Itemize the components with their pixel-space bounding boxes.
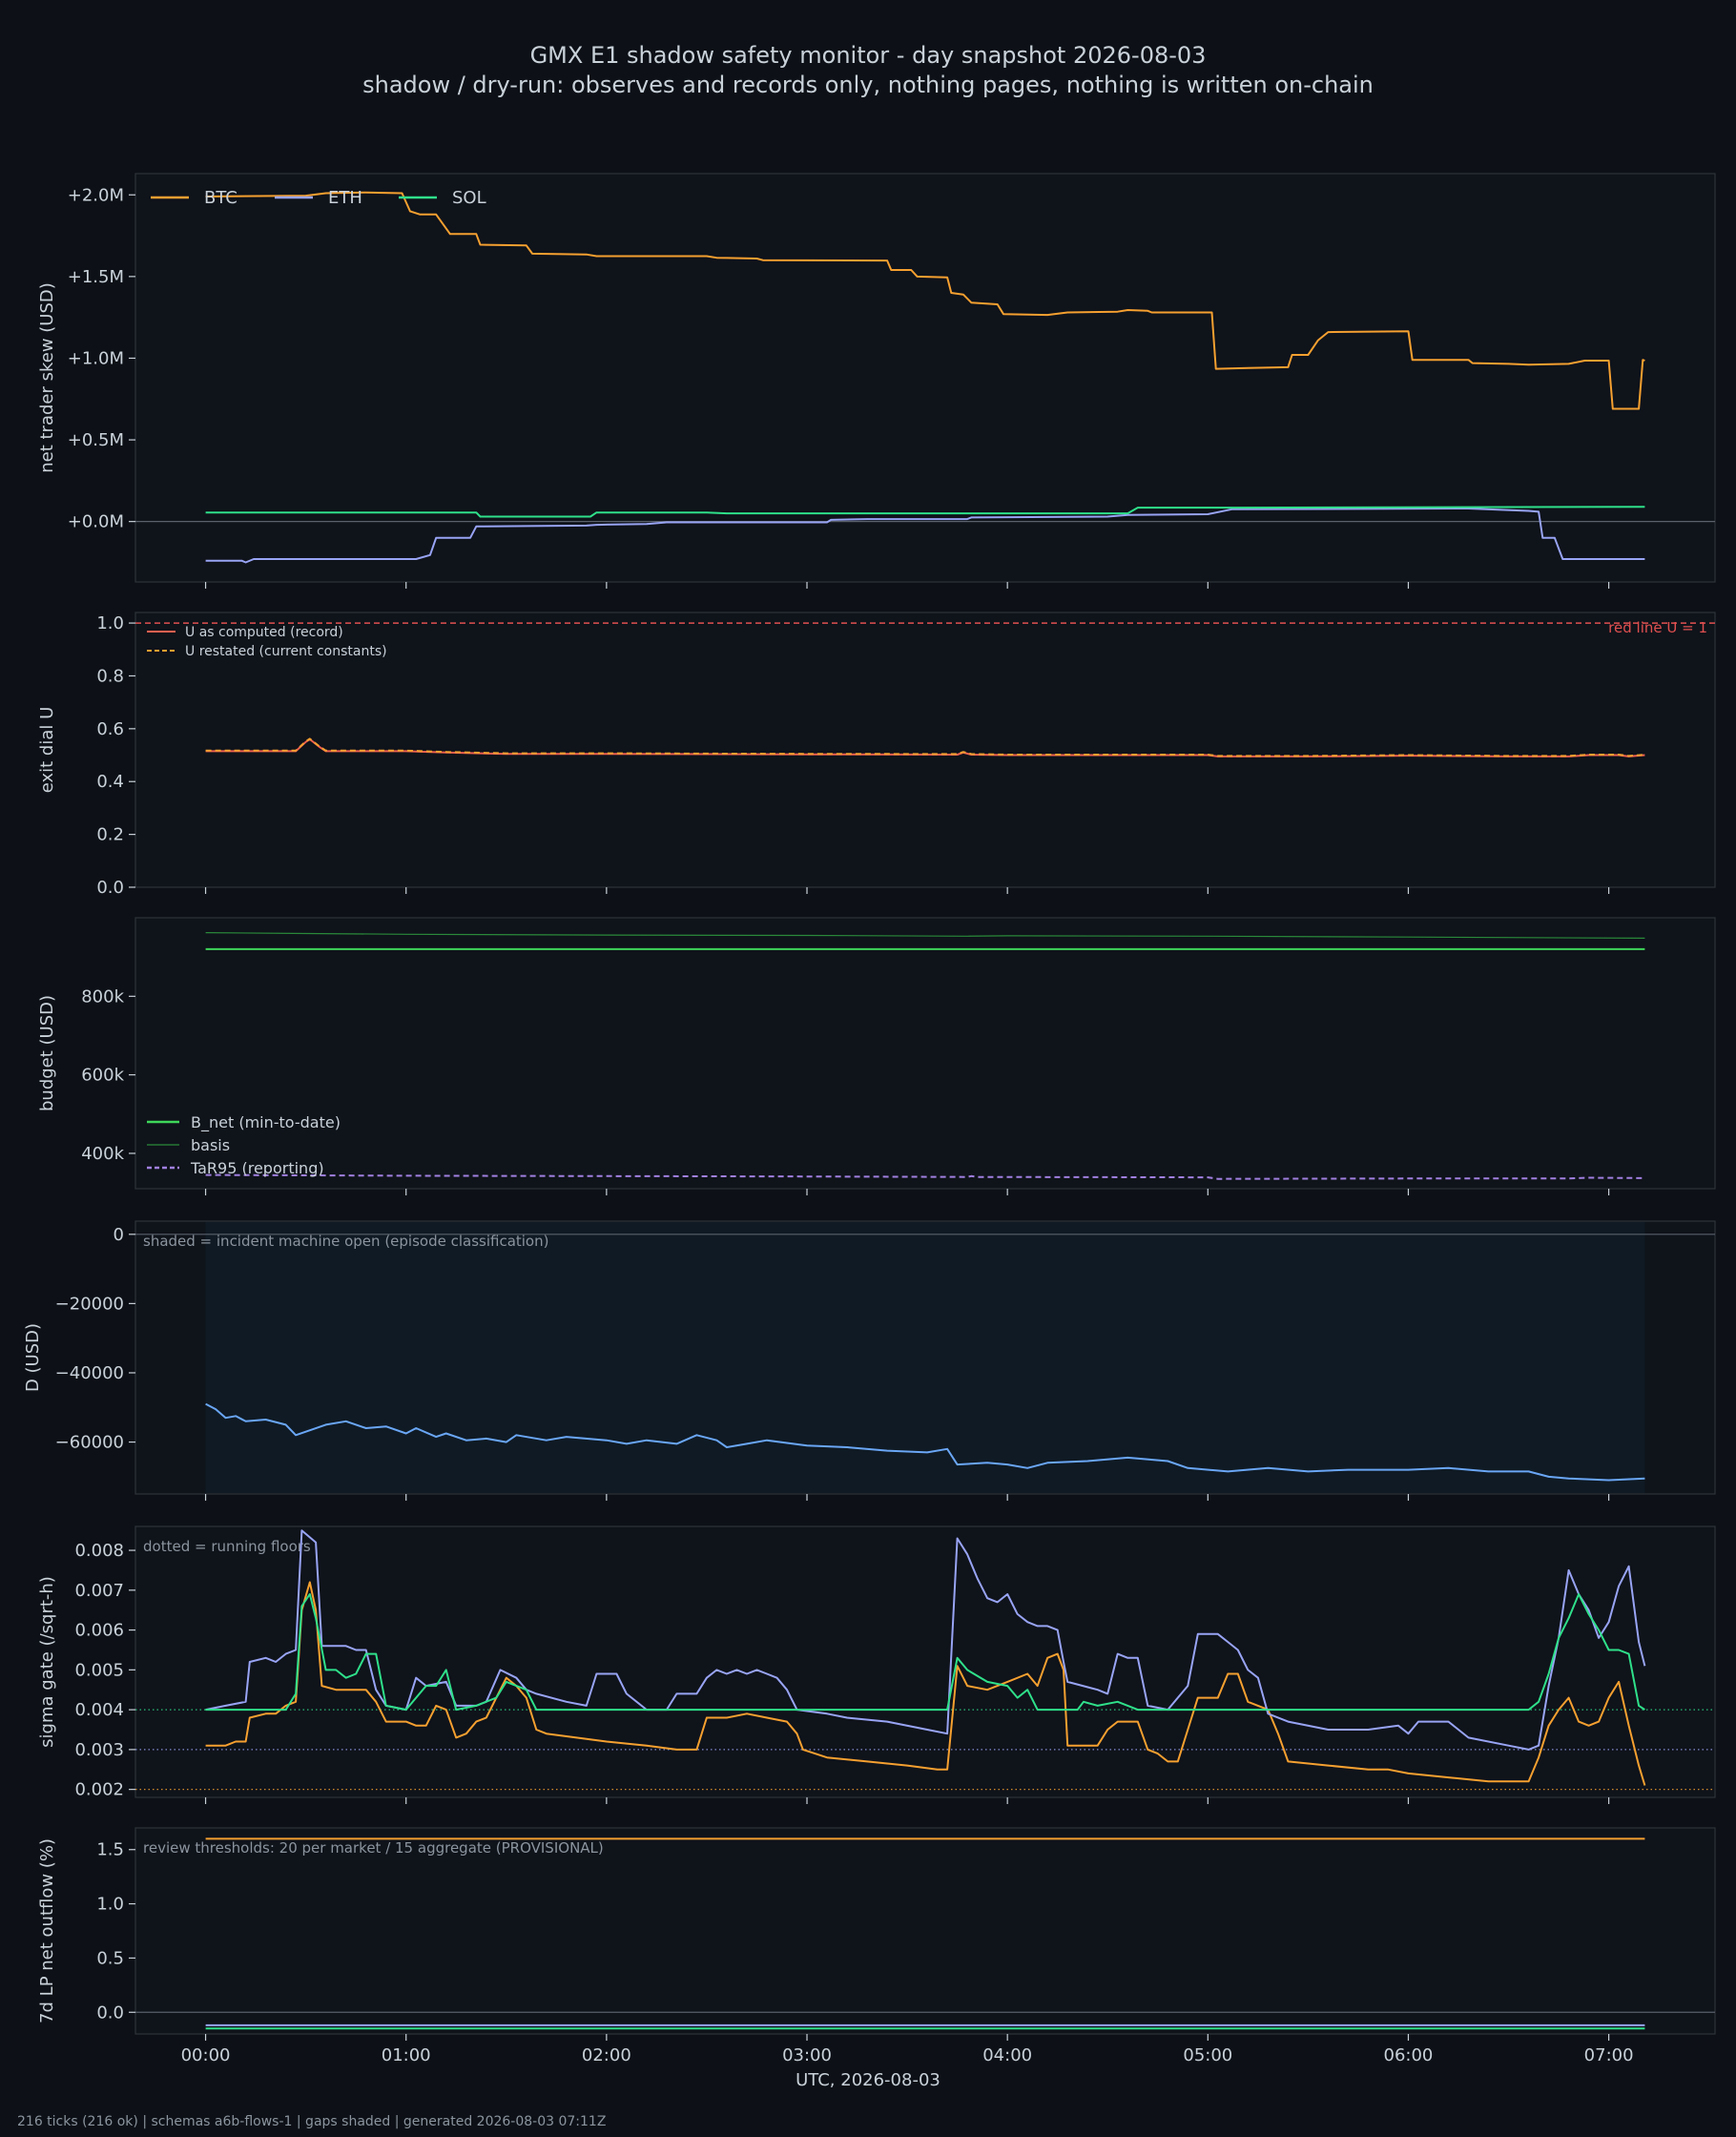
y-tick-label: 1.0: [96, 1895, 124, 1915]
y-tick-label: 600k: [81, 1066, 124, 1086]
x-tick-label: 01:00: [382, 2045, 431, 2065]
y-tick-label: 400k: [81, 1144, 124, 1164]
x-tick-label: 02:00: [582, 2045, 631, 2065]
panel-annotation: shaded = incident machine open (episode …: [143, 1233, 548, 1250]
x-tick-label: 00:00: [181, 2045, 231, 2065]
series-line-drawdown-0: [205, 1402, 1645, 1482]
y-tick-label: 0.003: [74, 1740, 124, 1760]
y-tick-label: +0.5M: [68, 430, 124, 450]
y-tick-label: 0.4: [96, 772, 124, 792]
y-axis-label: budget (USD): [37, 995, 57, 1111]
y-tick-label: 0.2: [96, 825, 124, 845]
legend-label: BTC: [204, 188, 238, 208]
y-tick-label: 0.004: [74, 1700, 124, 1720]
plot-area: [134, 173, 1716, 583]
legend-label: U restated (current constants): [185, 644, 387, 659]
chart-title: GMX E1 shadow safety monitor - day snaps…: [530, 42, 1207, 69]
y-tick-label: 0.8: [96, 666, 124, 686]
y-tick-label: 1.5: [96, 1840, 124, 1860]
plot-area: [134, 917, 1716, 1190]
series-line-sigma-1: [205, 1529, 1646, 1751]
panel-annotation: dotted = running floors: [143, 1538, 311, 1555]
series-line-skew-1: [205, 508, 1645, 564]
panel-exit: red line U = 1 0.0 0.2 0.4 0.6 0.8 1.0 exit dia…: [37, 612, 1716, 898]
plot-area: [134, 1525, 1716, 1798]
legend-label: SOL: [452, 188, 486, 208]
y-tick-label: 800k: [81, 986, 124, 1006]
panel-outflow: 0.0 0.5 1.0 1.5 00:00 01:00 02:00 03:00 04:00 05:…: [37, 1827, 1716, 2090]
y-tick-label: 0.007: [74, 1581, 124, 1601]
x-tick-label: 05:00: [1183, 2045, 1232, 2065]
x-tick-label: 07:00: [1584, 2045, 1634, 2065]
y-axis-label: sigma gate (/sqrt-h): [37, 1576, 57, 1748]
y-tick-label: +1.0M: [68, 348, 124, 368]
y-tick-label: +0.0M: [68, 512, 124, 532]
series-line-sigma-0: [205, 1581, 1646, 1786]
footer-status: 216 ticks (216 ok) | schemas a6b-flows-1…: [17, 2114, 606, 2129]
y-axis-label: D (USD): [23, 1323, 43, 1392]
y-axis-label: 7d LP net outflow (%): [37, 1838, 57, 2023]
y-tick-label: 0.0: [96, 2002, 124, 2023]
panel-annotation: review thresholds: 20 per market / 15 ag…: [143, 1839, 604, 1857]
series-line-skew-2: [205, 506, 1645, 518]
panel-drawdown: −60000 −40000 −20000 0 D (USD) shaded = incid…: [23, 1220, 1716, 1501]
y-tick-label: 0.002: [74, 1780, 124, 1800]
incident-shade: [205, 1222, 1645, 1493]
y-tick-label: 0: [114, 1225, 124, 1245]
panel-skew: +0.0M +0.5M +1.0M +1.5M +2.0M net trader skew…: [37, 173, 1716, 589]
y-tick-label: 0.005: [74, 1660, 124, 1680]
y-tick-label: 0.0: [96, 878, 124, 898]
y-tick-label: 0.008: [74, 1541, 124, 1561]
y-axis-label: exit dial U: [37, 707, 57, 794]
legend-label: U as computed (record): [185, 625, 343, 640]
y-axis-label: net trader skew (USD): [37, 282, 57, 473]
y-tick-label: 0.006: [74, 1621, 124, 1641]
x-tick-label: 06:00: [1384, 2045, 1434, 2065]
panel-budget: 400k 600k 800k budget (USD) B_net (min-to-da…: [37, 917, 1716, 1195]
y-tick-label: +2.0M: [68, 185, 124, 205]
series-line-exit-1: [205, 737, 1645, 757]
series-line-sigma-2: [205, 1593, 1645, 1712]
y-tick-label: −60000: [55, 1433, 124, 1453]
x-tick-label: 03:00: [782, 2045, 832, 2065]
plot-area: [134, 1827, 1716, 2035]
legend-label: basis: [191, 1136, 230, 1154]
legend-label: ETH: [328, 188, 362, 208]
y-tick-label: 0.5: [96, 1948, 124, 1968]
y-tick-label: −20000: [55, 1294, 124, 1314]
chart-subtitle: shadow / dry-run: observes and records o…: [362, 72, 1374, 98]
series-line-skew-0: [205, 191, 1645, 410]
legend-label: TaR95 (reporting): [190, 1159, 324, 1177]
red-line-label: red line U = 1: [1608, 619, 1707, 636]
legend-label: B_net (min-to-date): [191, 1113, 341, 1132]
series-line-budget-1: [205, 932, 1645, 939]
y-tick-label: 1.0: [96, 613, 124, 633]
y-tick-label: +1.5M: [68, 267, 124, 287]
panel-sigma: 0.002 0.003 0.004 0.005 0.006 0.007 0.008 sigma…: [37, 1525, 1716, 1804]
series-line-budget-2: [205, 1173, 1645, 1180]
y-tick-label: 0.6: [96, 719, 124, 739]
x-tick-label: 04:00: [982, 2045, 1032, 2065]
y-tick-label: −40000: [55, 1363, 124, 1383]
x-axis-label: UTC, 2026-08-03: [796, 2070, 940, 2090]
